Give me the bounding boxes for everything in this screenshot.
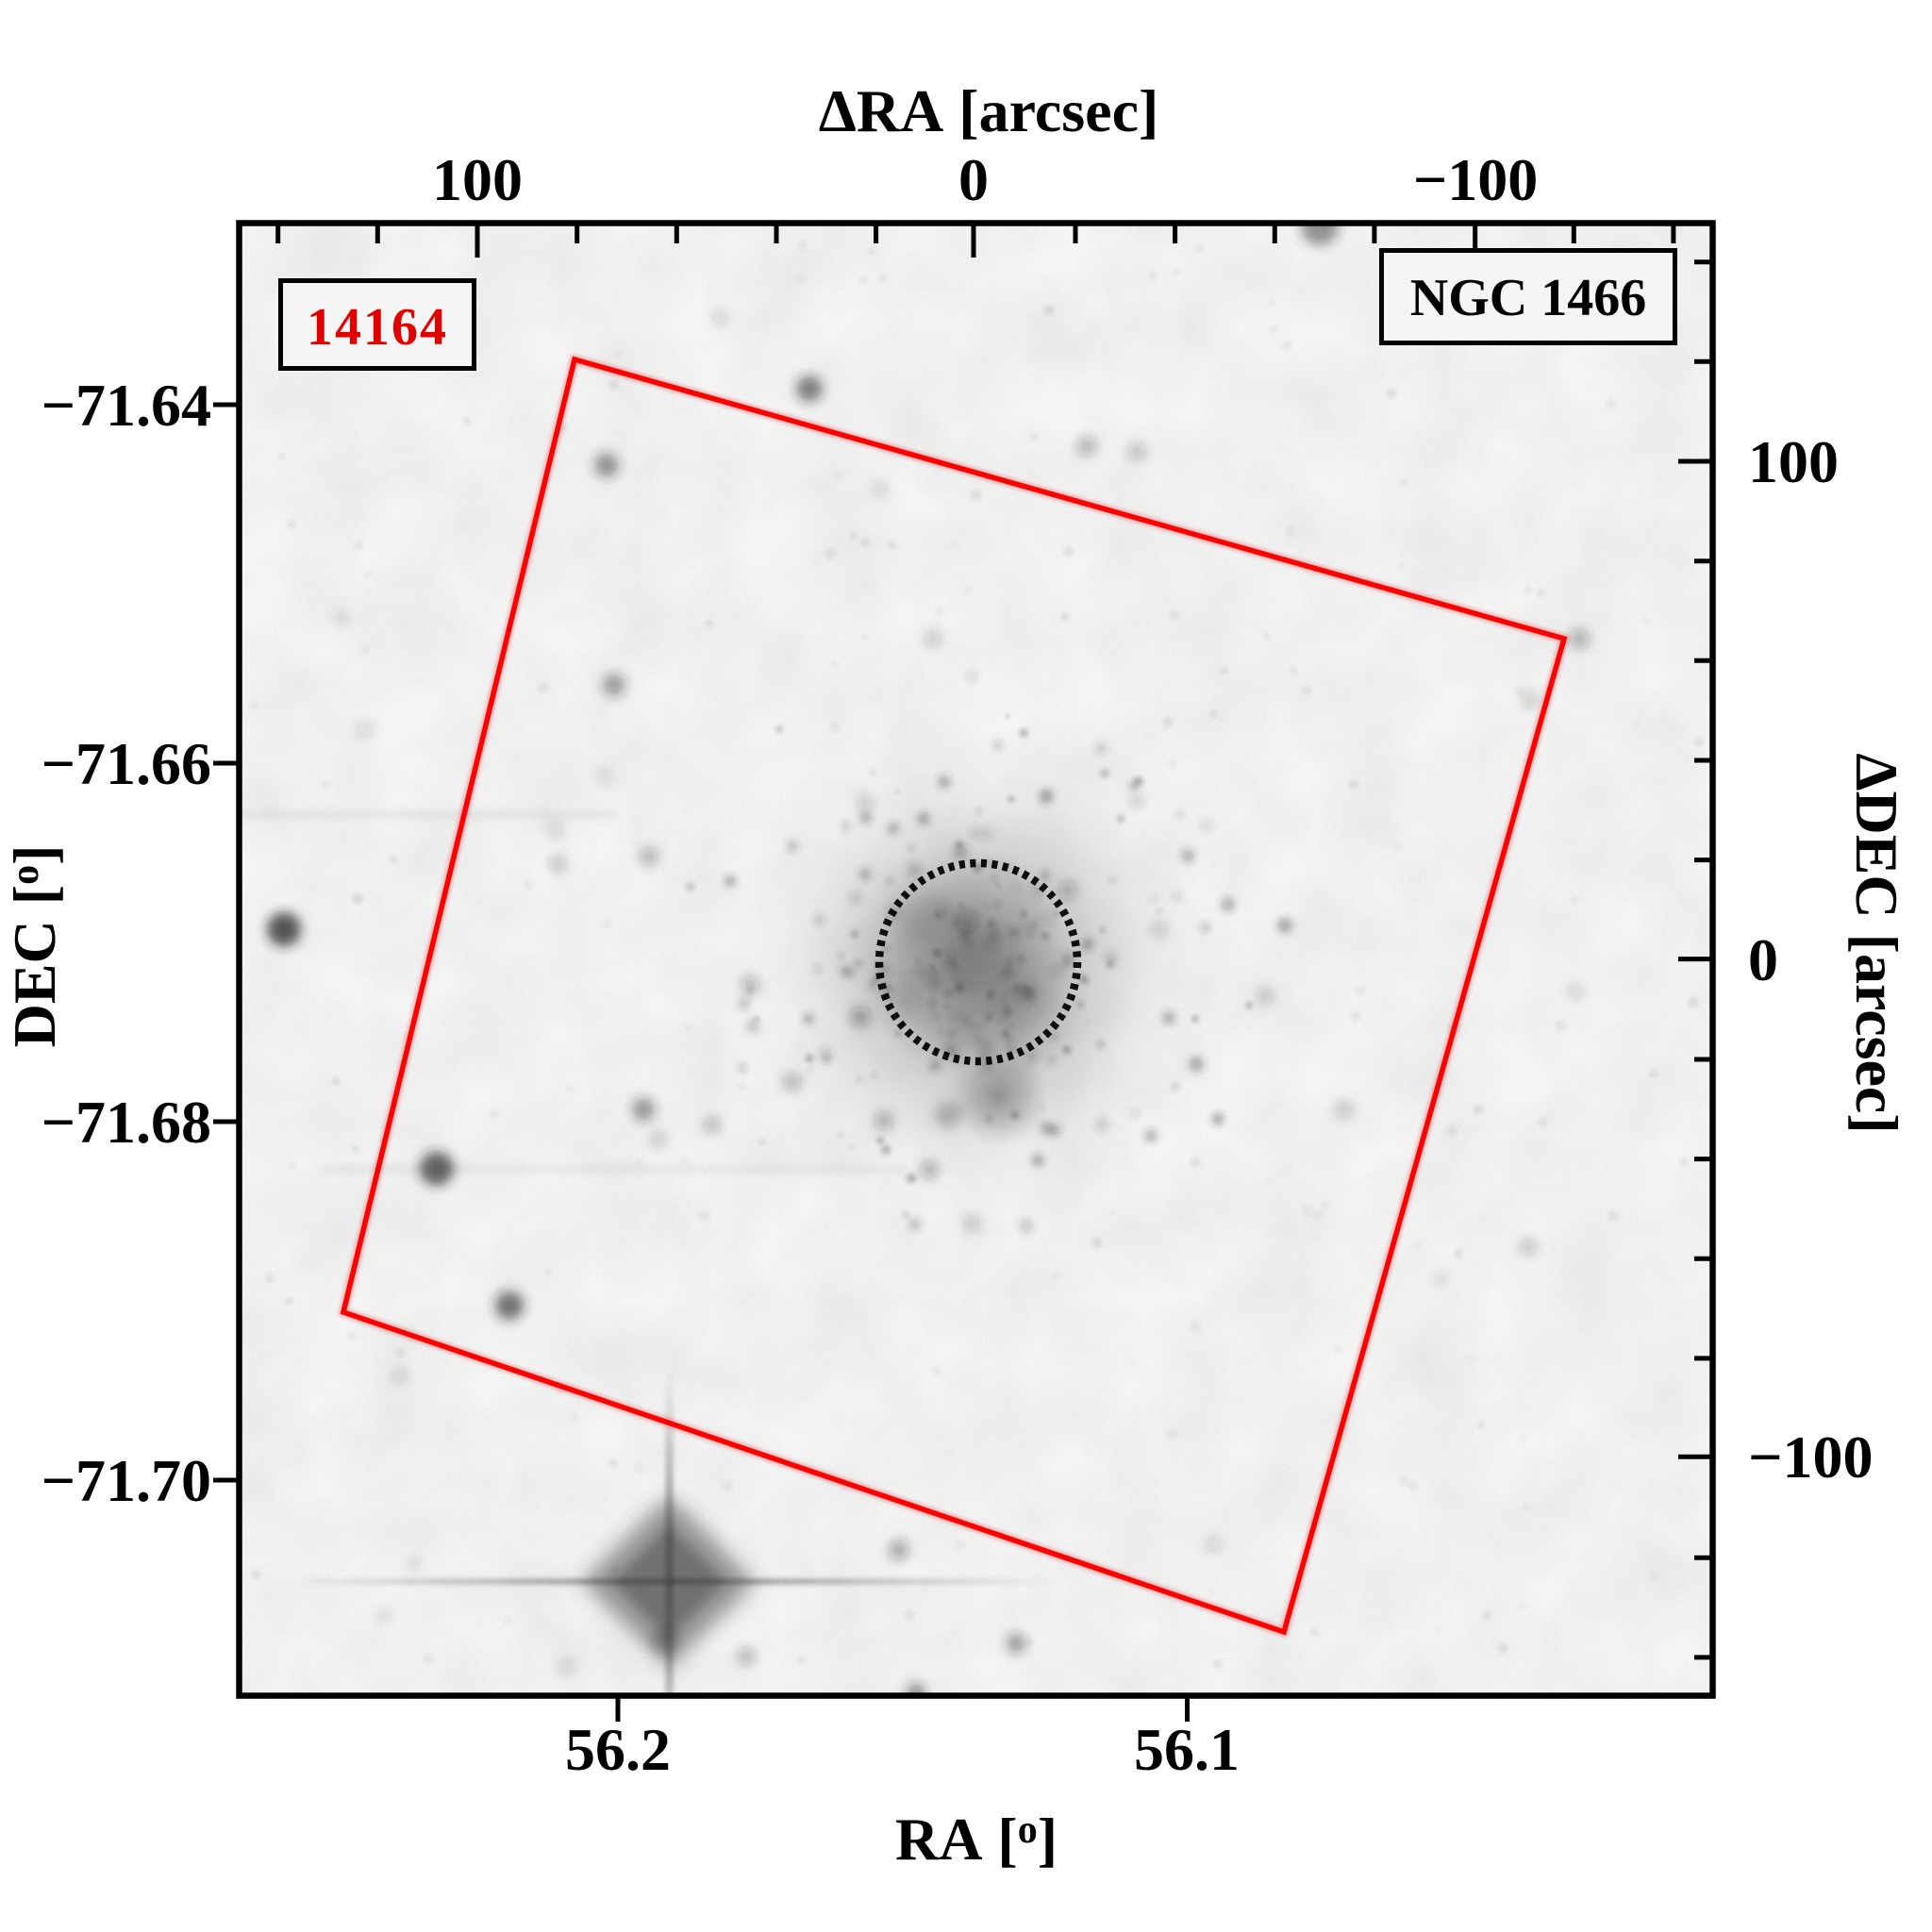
svg-text:ΔDEC [arcsec]: ΔDEC [arcsec] [1843,753,1910,1133]
svg-text:56.1: 56.1 [1134,1716,1240,1783]
svg-text:0: 0 [1748,926,1778,993]
svg-text:−100: −100 [1413,146,1538,213]
svg-text:DEC [o]: DEC [o] [1,845,68,1048]
svg-text:14164: 14164 [307,298,448,357]
svg-text:100: 100 [432,146,523,213]
svg-text:−71.66: −71.66 [42,730,211,797]
svg-text:−71.68: −71.68 [42,1089,211,1156]
svg-text:56.2: 56.2 [565,1716,671,1783]
svg-text:NGC 1466: NGC 1466 [1410,269,1646,327]
svg-text:−71.70: −71.70 [42,1447,211,1514]
svg-text:−71.64: −71.64 [42,372,211,439]
svg-text:0: 0 [958,146,989,213]
svg-text:ΔRA [arcsec]: ΔRA [arcsec] [819,77,1159,144]
svg-text:RA [o]: RA [o] [895,1806,1058,1873]
svg-text:−100: −100 [1748,1424,1873,1491]
svg-text:100: 100 [1748,428,1839,495]
